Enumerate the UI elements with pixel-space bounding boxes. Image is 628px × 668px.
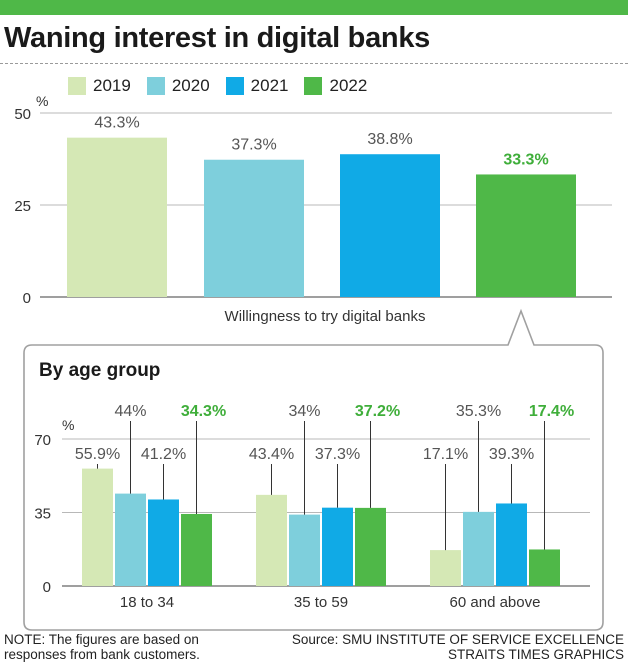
bar-2022 <box>181 513 212 586</box>
bar-2021 <box>340 154 440 297</box>
legend-item-2020: 2020 <box>146 76 210 96</box>
data-label-2019: 43.4% <box>249 446 294 463</box>
bar-2022 <box>476 174 576 297</box>
y-tick-label: 70 <box>34 432 51 449</box>
y-tick-label: 25 <box>14 198 31 215</box>
legend-item-2019: 2019 <box>68 76 131 96</box>
title-divider <box>0 63 628 64</box>
category-label: 35 to 59 <box>294 594 348 611</box>
data-label-2022: 37.2% <box>355 403 400 420</box>
legend-item-2021: 2021 <box>225 76 289 96</box>
legend-swatch-2021 <box>225 77 244 95</box>
bar-2019 <box>82 468 113 586</box>
bar-2020 <box>204 159 304 297</box>
data-label-2020: 37.3% <box>231 137 276 154</box>
y-tick-label: 35 <box>34 506 51 523</box>
data-label-2022: 33.3% <box>503 151 548 168</box>
data-label-2020: 34% <box>288 403 320 420</box>
legend-swatch-2019 <box>68 77 86 95</box>
y-tick-label: 50 <box>14 106 31 123</box>
bar-2021 <box>496 503 527 586</box>
source-line: Source: SMU INSTITUTE OF SERVICE EXCELLE… <box>291 632 624 647</box>
overall-chart: 0 25 50% 43.3% 37.3% 38.8% 33.3% Willingness to… <box>14 93 612 325</box>
bar-2021 <box>148 499 179 586</box>
legend-swatch-2020 <box>146 77 165 95</box>
category-label: 18 to 34 <box>120 594 174 611</box>
legend-label-2020: 2020 <box>171 76 210 95</box>
footnote: NOTE: The figures are based on responses… <box>4 632 200 662</box>
data-label-2021: 41.2% <box>141 446 186 463</box>
data-label-2019: 17.1% <box>423 446 468 463</box>
data-label-2019: 43.3% <box>94 115 139 132</box>
category-label: 60 and above <box>450 594 541 611</box>
legend-label-2022: 2022 <box>329 76 368 95</box>
data-label-2020: 44% <box>114 403 146 420</box>
data-label-2020: 35.3% <box>456 403 501 420</box>
chart-title: Waning interest in digital banks <box>4 22 430 54</box>
top-accent-bar <box>0 0 628 15</box>
source-credit: Source: SMU INSTITUTE OF SERVICE EXCELLE… <box>292 632 624 662</box>
bar-2022 <box>529 549 560 586</box>
credit-line: STRAITS TIMES GRAPHICS <box>447 647 624 662</box>
legend-item-2022: 2022 <box>304 76 367 96</box>
y-tick-label: 0 <box>23 290 31 307</box>
legend: 2019 2020 2021 2022 <box>68 76 367 96</box>
bar-2019 <box>430 550 461 586</box>
data-label-2022: 34.3% <box>181 403 226 420</box>
data-label-2019: 55.9% <box>75 446 120 463</box>
age-group-title: By age group <box>39 360 160 381</box>
data-label-2021: 37.3% <box>315 446 360 463</box>
x-axis-label: Willingness to try digital banks <box>225 308 426 325</box>
age-group-chart: 0 35 70%55.9% 44% 41.2% 34.3% 18 to 34 43.4% 34%… <box>34 403 590 611</box>
legend-label-2021: 2021 <box>250 76 289 95</box>
bar-2019 <box>67 137 167 297</box>
bar-2020 <box>289 514 320 586</box>
legend-swatch-2022 <box>304 77 323 95</box>
bar-2020 <box>115 493 146 586</box>
bar-2022 <box>355 507 386 586</box>
bar-2021 <box>322 507 353 586</box>
bar-2019 <box>256 494 287 586</box>
data-label-2021: 39.3% <box>489 446 534 463</box>
y-unit-label: % <box>62 417 74 433</box>
data-label-2022: 17.4% <box>529 403 574 420</box>
bar-2020 <box>463 511 494 586</box>
legend-label-2019: 2019 <box>93 76 131 95</box>
y-tick-label: 0 <box>43 579 51 596</box>
y-unit-label: % <box>36 93 48 109</box>
data-label-2021: 38.8% <box>367 131 412 148</box>
